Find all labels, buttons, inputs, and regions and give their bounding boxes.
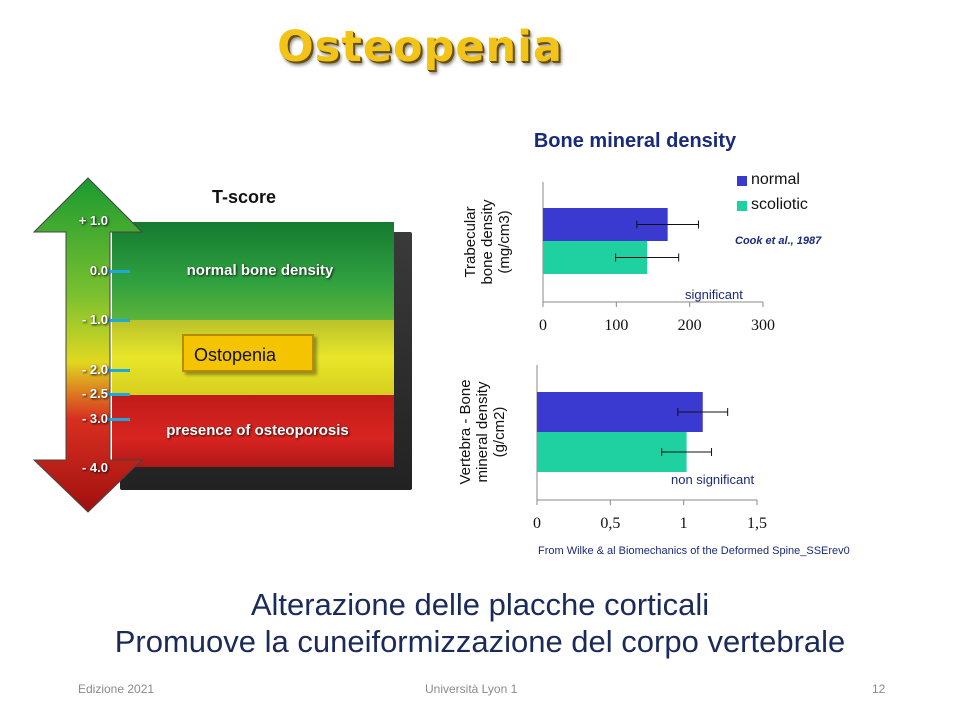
x-tick-label: 200 <box>678 317 702 334</box>
band-osteoporosis-label: presence of osteoporosis <box>166 422 349 439</box>
chart-title: Bone mineral density <box>533 130 737 152</box>
tscore-label: - 2.0 <box>81 362 108 377</box>
tscore-arrow-icon <box>32 177 144 513</box>
band-normal-label: normal bone density <box>186 262 334 279</box>
y-axis-label: (g/cm2) <box>491 407 508 458</box>
tscore-label: - 2.5 <box>81 386 108 401</box>
y-axis-label: (mg/cm3) <box>496 210 513 273</box>
bottom-line-2: Promuove la cuneiformizzazione del corpo… <box>114 624 846 659</box>
tick-minus-2.5 <box>108 393 130 396</box>
legend-normal: normal <box>751 171 800 188</box>
x-tick-label: 0 <box>539 317 547 334</box>
bar-normal <box>537 392 703 432</box>
y-axis-label: mineral density <box>474 381 491 482</box>
footer-right: 12 <box>872 682 886 696</box>
tick-minus-1.0 <box>108 319 130 322</box>
tscore-label: - 4.0 <box>81 460 108 475</box>
y-axis-label: Trabecular <box>462 206 479 277</box>
legend-swatch-scoliotic <box>737 201 747 211</box>
x-tick-label: 300 <box>751 317 775 334</box>
y-axis-label: bone density <box>479 199 496 285</box>
x-tick-label: 0,5 <box>600 515 620 532</box>
tscore-label: - 1.0 <box>81 312 108 327</box>
y-axis-label: Vertebra - Bone <box>457 379 474 484</box>
x-tick-label: 1,5 <box>747 515 767 532</box>
band-normal <box>112 222 394 320</box>
non-significant-label: non significant <box>671 472 755 487</box>
osteopenia-label-box: Ostopenia <box>182 334 314 372</box>
source-note: From Wilke & al Biomechanics of the Defo… <box>538 545 850 557</box>
tscore-label: + 1.0 <box>78 213 108 228</box>
x-tick-label: 0 <box>533 515 541 532</box>
footer-center: Università Lyon 1 <box>425 682 518 696</box>
tscore-label: - 3.0 <box>81 411 108 426</box>
tscore-title: T-score <box>211 187 277 207</box>
tick-minus-2.0 <box>108 369 130 372</box>
tick-minus-3.0 <box>108 418 130 421</box>
tscore-label: 0.0 <box>89 263 108 278</box>
bone-density-charts: 0 100 200 300 Trabecular bone density (mg/cm3)… <box>457 182 775 532</box>
citation-cook: Cook et al., 1987 <box>735 235 822 247</box>
band-osteoporosis <box>112 395 394 467</box>
bottom-line-1: Alterazione delle placche corticali <box>250 587 710 622</box>
legend-scoliotic: scoliotic <box>751 196 808 213</box>
x-tick-label: 1 <box>680 515 688 532</box>
legend-swatch-normal <box>737 176 747 186</box>
footer-left: Edizione 2021 <box>78 682 155 696</box>
slide-title: Osteopenia <box>277 22 563 72</box>
significant-label: significant <box>685 287 743 302</box>
x-tick-label: 100 <box>604 317 628 334</box>
tick-0.0 <box>108 270 130 273</box>
